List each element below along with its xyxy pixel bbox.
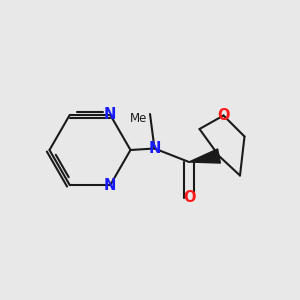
Text: N: N <box>104 178 116 193</box>
Text: O: O <box>217 108 230 123</box>
Text: N: N <box>148 141 161 156</box>
Text: N: N <box>104 107 116 122</box>
Text: Me: Me <box>130 112 148 125</box>
Text: O: O <box>183 190 195 206</box>
Polygon shape <box>189 149 220 163</box>
